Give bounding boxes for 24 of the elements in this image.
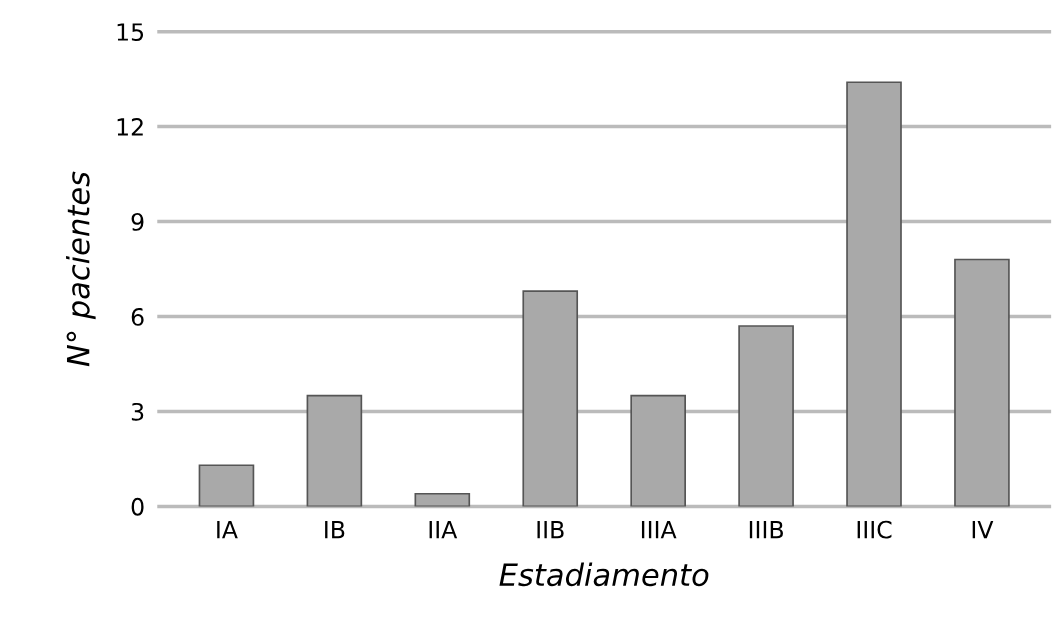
bar <box>522 290 579 507</box>
y-tick-label: 0 <box>131 497 144 516</box>
x-tick-label: IIIC <box>857 520 892 539</box>
bar <box>306 394 363 507</box>
y-axis-title: N° pacientes <box>66 171 96 367</box>
bar <box>738 325 794 507</box>
y-tick-label: 12 <box>117 118 143 136</box>
bar <box>414 492 471 507</box>
x-tick-label: IIIB <box>749 521 783 539</box>
x-tick-label: IIA <box>429 521 458 539</box>
bar <box>954 258 1010 507</box>
bar <box>630 394 686 507</box>
x-tick-label: IB <box>325 521 345 539</box>
x-tick-label: IIB <box>537 521 564 539</box>
y-tick-label: 6 <box>131 307 144 326</box>
y-tick-label: 9 <box>131 213 144 231</box>
bar <box>846 81 902 507</box>
x-tick-label: IA <box>217 521 238 539</box>
y-tick-label: 3 <box>131 402 144 421</box>
x-axis-title: Estadiamento <box>499 562 709 587</box>
y-tick-label: 15 <box>117 23 144 41</box>
x-tick-label: IV <box>972 521 994 539</box>
bar <box>198 464 255 507</box>
x-tick-label: IIIA <box>641 521 677 539</box>
